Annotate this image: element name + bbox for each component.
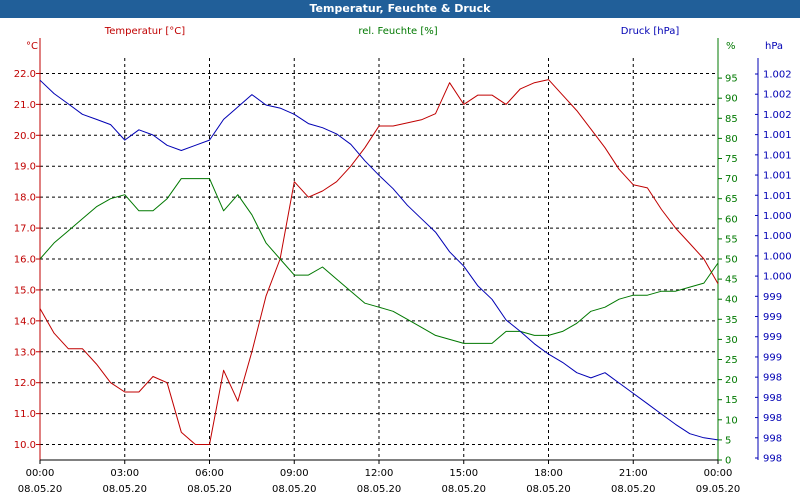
series-line-temperature: [39, 79, 719, 445]
axis-labels: 00:00 08.05.20 03:00 08.05.20 06:00 08.05.20 0…: [14, 69, 792, 495]
temperature-tick-label: 19.0: [14, 162, 36, 173]
pressure-tick-label: 1.002: [763, 70, 792, 81]
pressure-axis-label: Druck [hPa]: [621, 26, 680, 37]
temperature-tick-label: 17.0: [14, 224, 36, 235]
x-tick-time: 00:00: [26, 468, 55, 479]
temperature-unit: °C: [26, 41, 38, 52]
grid-lines: [40, 58, 718, 460]
series-line-humidity: [39, 178, 719, 344]
pressure-tick-label: 999: [763, 292, 782, 303]
humidity-tick-label: 75: [725, 154, 738, 165]
x-tick-date: 08.05.20: [272, 484, 317, 495]
humidity-tick-label: 15: [725, 395, 738, 406]
x-tick-time: 03:00: [110, 468, 139, 479]
series-line-pressure: [39, 79, 719, 441]
humidity-tick-label: 65: [725, 194, 738, 205]
x-tick-date: 08.05.20: [102, 484, 147, 495]
pressure-tick-label: 1.001: [763, 191, 792, 202]
x-tick-time: 00:00: [704, 468, 733, 479]
x-tick-date: 08.05.20: [357, 484, 402, 495]
x-tick-time: 12:00: [365, 468, 394, 479]
pressure-tick-label: 999: [763, 352, 782, 363]
humidity-tick-label: 30: [725, 335, 738, 346]
temperature-axis-label: Temperatur [°C]: [104, 26, 185, 37]
pressure-tick-label: 1.000: [763, 211, 792, 222]
pressure-tick-label: 998: [763, 373, 782, 384]
temperature-tick-label: 15.0: [14, 285, 36, 296]
pressure-tick-label: 998: [763, 433, 782, 444]
pressure-tick-label: 1.001: [763, 150, 792, 161]
pressure-tick-label: 998: [763, 393, 782, 404]
window-title: Temperatur, Feuchte & Druck: [0, 0, 800, 18]
pressure-unit: hPa: [765, 41, 783, 52]
humidity-tick-label: 95: [725, 74, 738, 85]
x-tick-date: 08.05.20: [526, 484, 571, 495]
temperature-tick-label: 16.0: [14, 255, 36, 266]
humidity-tick-label: 90: [725, 94, 738, 105]
humidity-tick-label: 5: [725, 435, 731, 446]
humidity-axis-label: rel. Feuchte [%]: [358, 26, 437, 37]
temperature-tick-label: 12.0: [14, 378, 36, 389]
temperature-tick-label: 18.0: [14, 193, 36, 204]
temperature-tick-label: 11.0: [14, 409, 36, 420]
temperature-tick-label: 22.0: [14, 69, 36, 80]
temperature-tick-label: 10.0: [14, 440, 36, 451]
temperature-tick-label: 14.0: [14, 316, 36, 327]
humidity-tick-label: 0: [725, 456, 731, 467]
series-layer: [39, 79, 719, 445]
x-tick-date: 08.05.20: [611, 484, 656, 495]
pressure-tick-label: 1.002: [763, 90, 792, 101]
x-tick-time: 09:00: [280, 468, 309, 479]
humidity-tick-label: 10: [725, 415, 738, 426]
pressure-tick-label: 1.000: [763, 272, 792, 283]
humidity-tick-label: 80: [725, 134, 738, 145]
pressure-tick-label: 1.000: [763, 231, 792, 242]
x-tick-time: 21:00: [619, 468, 648, 479]
x-tick-time: 18:00: [534, 468, 563, 479]
pressure-tick-label: 1.001: [763, 171, 792, 182]
humidity-tick-label: 55: [725, 234, 738, 245]
x-tick-date: 09.05.20: [696, 484, 741, 495]
pressure-tick-label: 999: [763, 332, 782, 343]
plot-frame: [36, 38, 759, 464]
humidity-tick-label: 50: [725, 255, 738, 266]
pressure-tick-label: 999: [763, 312, 782, 323]
pressure-tick-label: 1.000: [763, 251, 792, 262]
humidity-tick-label: 70: [725, 174, 738, 185]
pressure-tick-label: 1.002: [763, 110, 792, 121]
x-tick-date: 08.05.20: [187, 484, 232, 495]
humidity-tick-label: 85: [725, 114, 738, 125]
pressure-tick-label: 1.001: [763, 130, 792, 141]
pressure-tick-label: 998: [763, 454, 782, 465]
humidity-tick-label: 40: [725, 295, 738, 306]
temperature-tick-label: 13.0: [14, 347, 36, 358]
x-tick-date: 08.05.20: [18, 484, 63, 495]
x-tick-time: 15:00: [449, 468, 478, 479]
temperature-tick-label: 20.0: [14, 131, 36, 142]
humidity-tick-label: 20: [725, 375, 738, 386]
humidity-tick-label: 35: [725, 315, 738, 326]
x-tick-time: 06:00: [195, 468, 224, 479]
humidity-tick-label: 45: [725, 275, 738, 286]
x-tick-date: 08.05.20: [441, 484, 486, 495]
pressure-tick-label: 998: [763, 413, 782, 424]
humidity-unit: %: [726, 41, 736, 52]
humidity-tick-label: 25: [725, 355, 738, 366]
humidity-tick-label: 60: [725, 214, 738, 225]
temperature-tick-label: 21.0: [14, 100, 36, 111]
